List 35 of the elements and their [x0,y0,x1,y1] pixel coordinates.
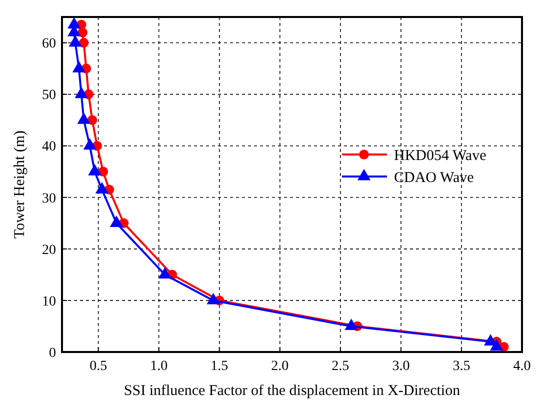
legend-label: HKD054 Wave [394,148,487,164]
point [344,318,358,330]
y-tick-label: 50 [42,88,56,104]
point [110,216,124,227]
x-tick-label: 1.5 [210,359,228,374]
x-tick-label: 3.0 [392,359,410,374]
y-tick-label: 60 [42,36,56,52]
x-tick-label: 1.0 [150,359,168,374]
x-tick-label: 2.0 [271,359,289,374]
y-tick-label: 30 [42,191,56,206]
x-tick-label: 0.5 [90,359,108,374]
y-tick-label: 0 [49,346,56,361]
point [87,115,98,125]
point [72,60,86,72]
legend-label: CDAO Wave [394,170,474,186]
point [98,166,108,176]
x-tick-label: 4.0 [513,359,531,374]
point [158,267,172,278]
x-tick-label: 3.5 [452,359,470,374]
x-axis-title: SSI influence Factor of the displacement in X-Direction [124,383,461,399]
point [77,112,90,124]
point [95,182,109,194]
point [83,138,96,150]
point [74,86,88,98]
y-tick-label: 40 [42,140,56,155]
point [68,35,82,47]
point [88,164,102,176]
point [78,38,89,48]
point [78,28,88,38]
point [206,292,220,304]
y-tick-label: 20 [42,242,56,258]
point [490,339,504,351]
y-tick-label: 10 [42,294,56,310]
y-axis-title: Tower Height (m) [12,130,28,239]
x-tick-label: 2.5 [332,359,350,374]
